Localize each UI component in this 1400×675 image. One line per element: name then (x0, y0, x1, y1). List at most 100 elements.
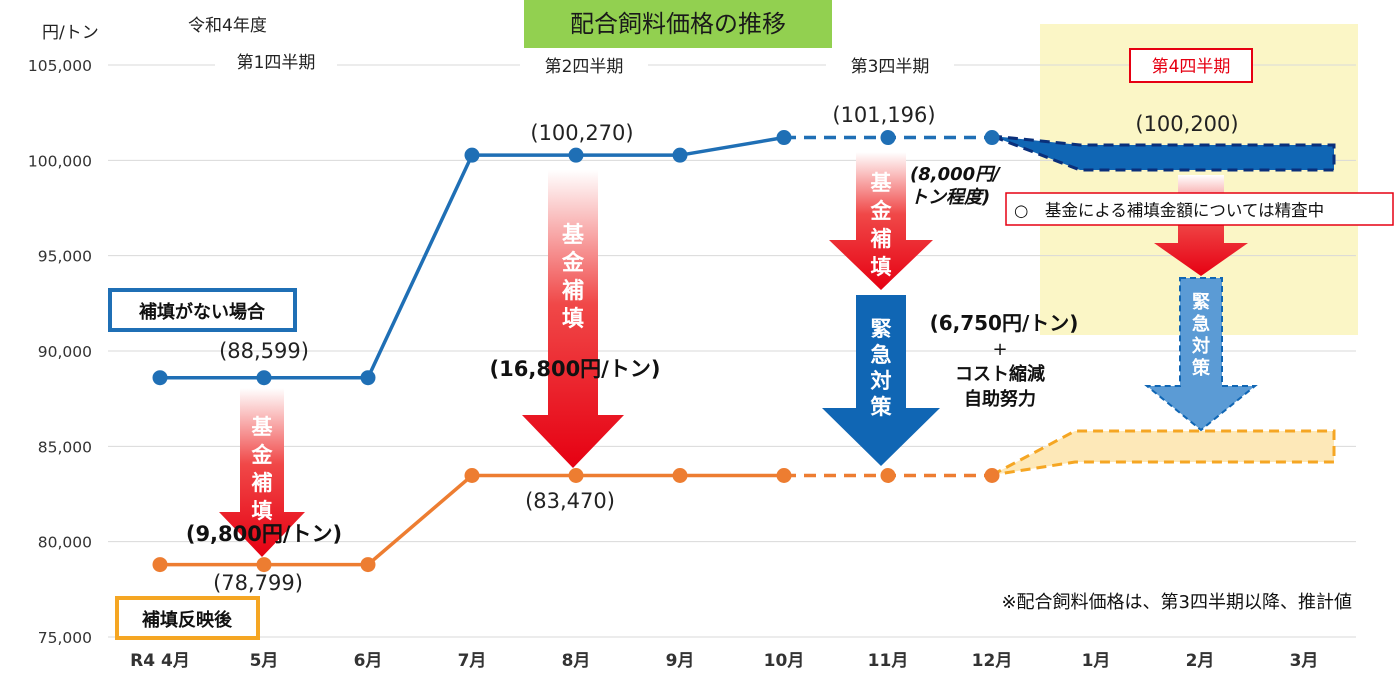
arrow-char: 補 (561, 278, 584, 304)
quarter-label-3: 第3四半期 (851, 57, 930, 77)
arrow-char: 緊 (871, 317, 892, 341)
series (152, 130, 1000, 573)
arrow-char: 金 (561, 250, 585, 276)
q3-fund-amount-line2: トン程度) (910, 187, 990, 208)
q3-self-help: 自助努力 (964, 388, 1036, 410)
y-tick-label: 75,000 (38, 629, 92, 647)
arrow-char: 金 (251, 443, 274, 467)
y-tick-label: 105,000 (28, 57, 92, 75)
value-label-q2-before: (100,270) (530, 121, 633, 145)
legend-after-label: 補填反映後 (141, 609, 233, 631)
y-tick-label: 100,000 (28, 152, 92, 170)
arrow-char: 填 (562, 307, 584, 332)
q4-after-projection-band (991, 429, 1336, 477)
data-point (464, 468, 480, 484)
data-point (464, 147, 480, 163)
y-tick-label: 85,000 (38, 438, 92, 456)
value-label-q2-after: (83,470) (525, 489, 615, 513)
q4-emergency-arrow (1144, 277, 1258, 432)
x-tick-label: 12月 (972, 651, 1013, 671)
x-tick-label: 6月 (354, 651, 383, 671)
data-point (360, 370, 376, 386)
quarter-label-4-box (1129, 48, 1253, 83)
fiscal-year-label: 令和4年度 (188, 16, 267, 36)
arrow-char: 填 (871, 255, 892, 279)
y-tick-label: 95,000 (38, 248, 92, 266)
data-point (360, 557, 376, 573)
arrow-char: 緊 (1192, 292, 1210, 313)
chart-title: 配合飼料価格の推移 (570, 10, 786, 38)
q4-note: ○ 基金による補填金額については精査中 (1014, 201, 1324, 220)
arrow-char: 策 (1192, 357, 1211, 379)
y-axis-unit-label: 円/トン (42, 23, 99, 43)
q2-fund-arrow (522, 170, 624, 468)
arrow-char: 策 (871, 395, 893, 419)
x-axis: R4 4月 5月 6月 7月 8月 9月 10月 11月 12月 1月 2月 3月 (130, 651, 1318, 671)
arrow-char: 補 (251, 471, 273, 495)
data-point (152, 557, 168, 573)
q2-fund-amount: (16,800円/トン) (490, 357, 661, 381)
q3-emergency-amount: (6,750円/トン) (930, 311, 1079, 335)
data-point (672, 147, 688, 163)
value-label-q1-after: (78,799) (213, 571, 303, 595)
y-tick-label: 80,000 (38, 534, 92, 552)
y-tick-label: 90,000 (38, 343, 92, 361)
data-point (984, 130, 1000, 146)
data-point (776, 468, 792, 484)
q3-fund-arrow (829, 152, 933, 290)
data-point (880, 130, 896, 146)
arrow-char: 急 (1192, 313, 1210, 335)
data-point (256, 557, 272, 573)
x-tick-label: 1月 (1082, 651, 1111, 671)
x-tick-label: 5月 (250, 651, 279, 671)
x-tick-label: 7月 (458, 651, 487, 671)
data-point (984, 468, 1000, 484)
x-tick-label: 2月 (1186, 651, 1215, 671)
arrow-char: 基 (252, 415, 274, 439)
x-tick-label: 10月 (764, 651, 805, 671)
data-point (256, 370, 272, 386)
data-point (568, 468, 584, 484)
quarter-label-2: 第2四半期 (545, 57, 624, 77)
arrow-char: 対 (1191, 335, 1210, 357)
x-tick-label: 11月 (868, 651, 909, 671)
q4-note-box (1005, 192, 1394, 226)
data-point (568, 147, 584, 163)
quarter-label-1: 第1四半期 (237, 53, 316, 73)
q3-plus: + (992, 339, 1007, 360)
q1-fund-arrow (219, 388, 305, 557)
footnote: ※配合飼料価格は、第3四半期以降、推計値 (1001, 592, 1352, 613)
data-point (776, 130, 792, 146)
data-point (672, 468, 688, 484)
data-point (152, 370, 168, 386)
x-tick-label: 8月 (562, 651, 591, 671)
y-axis: 75,000 80,000 85,000 90,000 95,000 100,000 105… (28, 57, 92, 647)
arrow-char: 補 (870, 227, 892, 251)
q3-fund-amount-line1: (8,000円/ (910, 164, 1001, 185)
q3-emergency-arrow (822, 295, 940, 466)
value-label-q3-before: (101,196) (832, 103, 935, 127)
data-point (880, 468, 896, 484)
value-label-q1-before: (88,599) (219, 339, 309, 363)
arrow-char: 基 (562, 223, 585, 248)
title-box (524, 0, 832, 48)
x-tick-label: 9月 (666, 651, 695, 671)
legend-before-label: 補填がない場合 (138, 301, 266, 323)
arrow-char: 金 (870, 199, 893, 223)
x-tick-label: 3月 (1290, 651, 1319, 671)
q3-cost-reduction: コスト縮減 (955, 363, 1045, 385)
arrow-char: 急 (871, 343, 892, 367)
arrow-char: 基 (871, 171, 893, 195)
quarter-label-4: 第4四半期 (1152, 57, 1231, 77)
legend-after-box (115, 596, 260, 640)
arrow-char: 填 (252, 499, 273, 523)
q1-fund-amount: (9,800円/トン) (186, 522, 342, 546)
x-tick-label: R4 4月 (130, 651, 190, 671)
